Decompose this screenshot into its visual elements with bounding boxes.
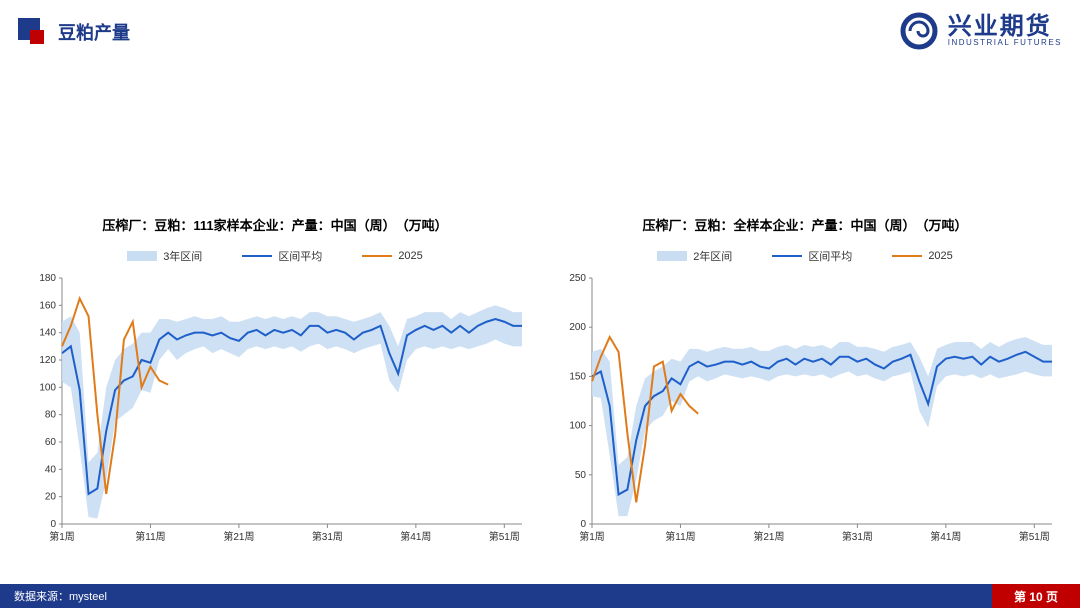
legend-year: 2025 bbox=[362, 250, 422, 262]
title-bar: 豆粕产量 bbox=[18, 18, 130, 46]
svg-text:第41周: 第41周 bbox=[930, 530, 961, 543]
svg-text:第21周: 第21周 bbox=[223, 530, 254, 543]
slide: 豆粕产量 兴业期货 INDUSTRIAL FUTURES 压榨厂：豆粕：111家… bbox=[0, 0, 1080, 608]
charts-row: 压榨厂：豆粕：111家样本企业：产量：中国（周） （万吨） 3年区间 区间平均 … bbox=[20, 215, 1060, 552]
chart-left: 压榨厂：豆粕：111家样本企业：产量：中国（周） （万吨） 3年区间 区间平均 … bbox=[20, 215, 530, 552]
svg-text:120: 120 bbox=[39, 355, 56, 366]
svg-text:第21周: 第21周 bbox=[753, 530, 784, 543]
legend-band: 3年区间 bbox=[127, 248, 202, 264]
svg-text:50: 50 bbox=[575, 470, 587, 481]
svg-text:160: 160 bbox=[39, 300, 56, 311]
svg-text:0: 0 bbox=[50, 519, 56, 530]
svg-text:第1周: 第1周 bbox=[579, 530, 605, 543]
svg-text:250: 250 bbox=[569, 273, 586, 284]
svg-text:第41周: 第41周 bbox=[400, 530, 431, 543]
footer-bar: 数据来源：mysteel bbox=[0, 584, 1080, 608]
legend-avg: 区间平均 bbox=[772, 248, 852, 264]
page-number: 第 10 页 bbox=[992, 584, 1080, 608]
svg-text:140: 140 bbox=[39, 328, 56, 339]
svg-text:第11周: 第11周 bbox=[135, 530, 165, 543]
svg-text:180: 180 bbox=[39, 273, 56, 284]
brand-text: 兴业期货 INDUSTRIAL FUTURES bbox=[948, 15, 1062, 47]
title-square-icon bbox=[18, 18, 46, 46]
svg-text:150: 150 bbox=[569, 371, 586, 382]
chart-left-title: 压榨厂：豆粕：111家样本企业：产量：中国（周） （万吨） bbox=[102, 215, 447, 234]
brand-mark-icon bbox=[898, 10, 940, 52]
chart-right-plot: 0 50 100 150 200 250 第1周 第11周 第21周 第31周 第41周 第51周 bbox=[550, 272, 1060, 552]
svg-text:100: 100 bbox=[569, 421, 586, 432]
chart-right-legend: 2年区间 区间平均 2025 bbox=[657, 248, 953, 264]
svg-text:第51周: 第51周 bbox=[1019, 530, 1050, 543]
svg-text:60: 60 bbox=[45, 437, 57, 448]
svg-text:100: 100 bbox=[39, 382, 56, 393]
chart-left-legend: 3年区间 区间平均 2025 bbox=[127, 248, 423, 264]
svg-text:第31周: 第31周 bbox=[842, 530, 873, 543]
svg-text:第31周: 第31周 bbox=[312, 530, 343, 543]
svg-text:200: 200 bbox=[569, 322, 586, 333]
brand-logo: 兴业期货 INDUSTRIAL FUTURES bbox=[898, 10, 1062, 52]
legend-year: 2025 bbox=[892, 250, 952, 262]
legend-band: 2年区间 bbox=[657, 248, 732, 264]
svg-text:20: 20 bbox=[45, 492, 57, 503]
svg-text:第1周: 第1周 bbox=[49, 530, 75, 543]
page-title: 豆粕产量 bbox=[58, 19, 130, 45]
chart-left-plot: 0 20 40 60 80 100 120 140 160 180 第1周 第11周 第21周 第31周 第… bbox=[20, 272, 530, 552]
chart-right-title: 压榨厂：豆粕：全样本企业：产量：中国（周） （万吨） bbox=[642, 215, 967, 234]
brand-en: INDUSTRIAL FUTURES bbox=[948, 39, 1062, 47]
brand-cn: 兴业期货 bbox=[948, 15, 1062, 39]
svg-text:80: 80 bbox=[45, 410, 57, 421]
svg-text:第51周: 第51周 bbox=[489, 530, 520, 543]
svg-text:0: 0 bbox=[580, 519, 586, 530]
data-source: 数据来源：mysteel bbox=[14, 588, 107, 604]
chart-right: 压榨厂：豆粕：全样本企业：产量：中国（周） （万吨） 2年区间 区间平均 202… bbox=[550, 215, 1060, 552]
svg-text:第11周: 第11周 bbox=[665, 530, 695, 543]
svg-text:40: 40 bbox=[45, 464, 57, 475]
legend-avg: 区间平均 bbox=[242, 248, 322, 264]
